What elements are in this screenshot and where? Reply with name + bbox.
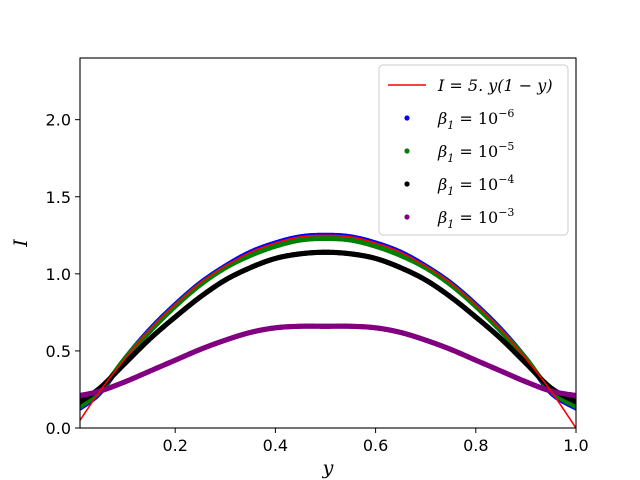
legend-marker: [404, 181, 410, 187]
legend-marker: [404, 148, 410, 154]
y-axis: 0.0 0.5 1.0 1.5 2.0: [46, 111, 80, 438]
x-axis: 0.2 0.4 0.6 0.8 1.0: [162, 428, 589, 455]
x-tick-label: 0.6: [363, 436, 388, 455]
plot-frame: [79, 57, 577, 429]
x-tick-label: 0.4: [263, 436, 288, 455]
x-tick-label: 0.8: [463, 436, 488, 455]
scatter-point: [573, 393, 576, 399]
legend-label: I = 5. y(1 − y): [437, 76, 553, 95]
series-3: [80, 249, 576, 405]
legend: I = 5. y(1 − y) β1 = 10−6 β1 = 10−5 β1 = 10…: [378, 64, 569, 236]
y-tick-label: 2.0: [46, 111, 71, 130]
legend-label: β1 = 10−3: [437, 206, 514, 231]
legend-box: [378, 64, 569, 236]
y-tick-label: 1.5: [46, 188, 71, 207]
x-tick-label: 0.2: [162, 436, 187, 455]
y-tick-label: 0.5: [46, 342, 71, 361]
legend-label: β1 = 10−4: [437, 173, 514, 198]
x-tick-label: 1.0: [563, 436, 588, 455]
scatter-point: [573, 403, 576, 410]
legend-label: β1 = 10−6: [437, 107, 514, 132]
reference-line: [80, 234, 576, 428]
data-layer: [80, 232, 576, 428]
scatter-point: [573, 399, 576, 405]
y-axis-label: I: [10, 239, 32, 248]
y-tick-label: 1.0: [46, 265, 71, 284]
x-axis-label: y: [322, 457, 334, 479]
legend-marker: [404, 115, 410, 121]
legend-marker: [404, 214, 410, 220]
legend-label: β1 = 10−5: [437, 140, 514, 165]
series-4: [80, 323, 576, 399]
y-tick-label: 0.0: [46, 419, 71, 438]
